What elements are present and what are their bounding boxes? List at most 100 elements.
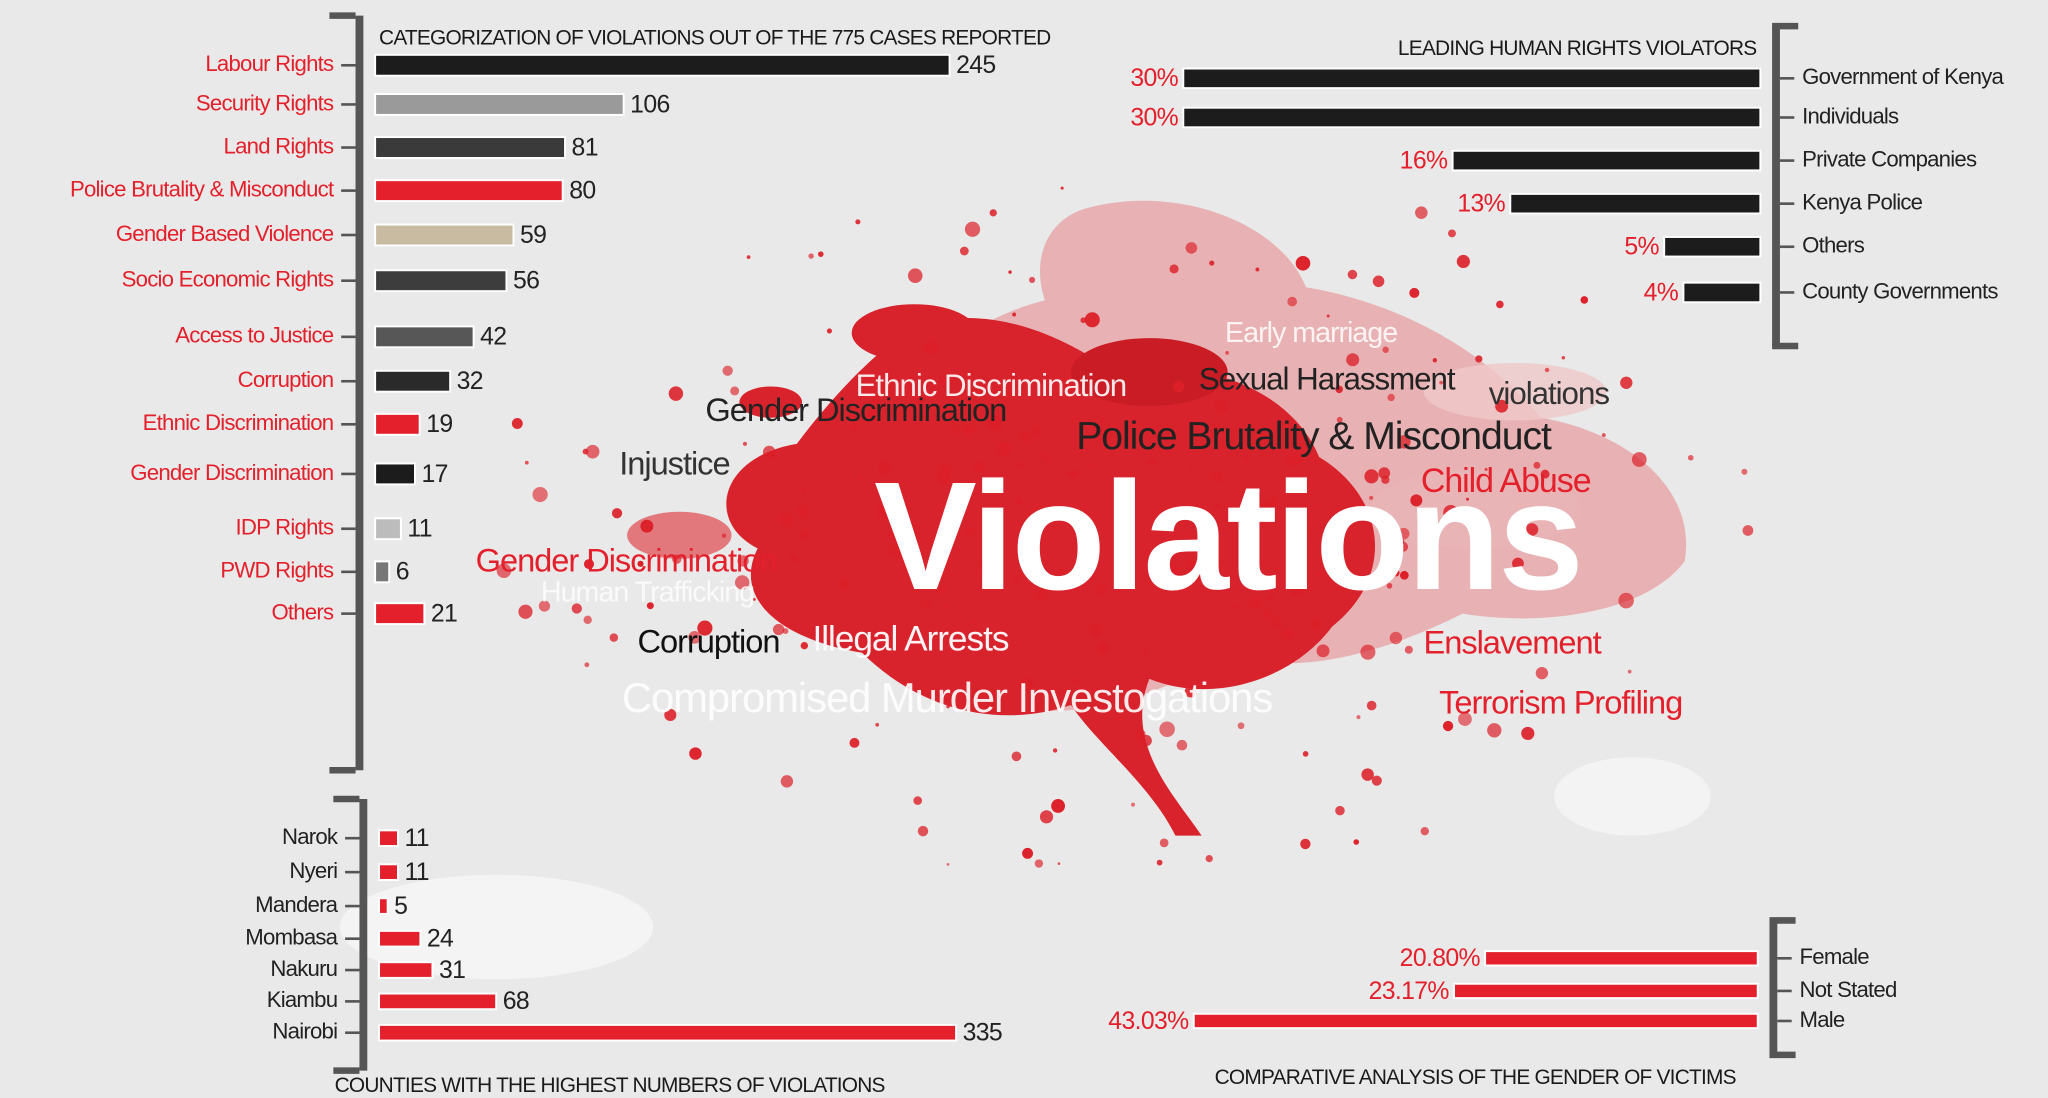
- cloud-word: Compromised Murder Investogations: [622, 674, 1272, 721]
- splatter-dot: [1012, 752, 1022, 762]
- splatter-dot: [1545, 368, 1549, 372]
- splatter-dot: [790, 555, 798, 563]
- cloud-word: Gender Discrimination: [476, 541, 777, 578]
- splatter-dot: [1255, 268, 1259, 272]
- splatter-dot: [1097, 642, 1109, 654]
- category-label: Mombasa: [245, 925, 338, 950]
- splatter-dot: [801, 530, 810, 539]
- bar: [375, 180, 563, 201]
- splatter-dot: [1457, 255, 1470, 268]
- splatter-dot: [1296, 256, 1311, 271]
- bar: [375, 561, 389, 582]
- bar: [375, 137, 565, 158]
- splatter-dot: [1225, 351, 1229, 355]
- splatter-dot: [525, 461, 529, 465]
- splatter-dot: [1632, 452, 1647, 467]
- category-label: Government of Kenya: [1802, 64, 2004, 89]
- bar: [375, 225, 513, 246]
- splatter-dot: [1743, 525, 1754, 536]
- splatter-dot: [723, 366, 733, 376]
- splatter-dot: [532, 487, 547, 502]
- splatter-dot: [1421, 827, 1429, 835]
- category-label: Not Stated: [1800, 977, 1897, 1002]
- bar: [375, 270, 506, 291]
- category-label: Gender Discrimination: [130, 460, 333, 485]
- value-label: 106: [630, 91, 669, 118]
- splatter-dot: [1063, 633, 1066, 636]
- bar: [379, 1025, 956, 1041]
- bar: [379, 931, 420, 947]
- value-label: 59: [520, 222, 546, 249]
- splatter-dot: [1361, 768, 1373, 780]
- category-label: Gender Based Violence: [116, 221, 334, 246]
- bar: [375, 463, 415, 484]
- bar: [379, 864, 398, 880]
- value-label: 245: [956, 52, 995, 79]
- splatter-dot: [1367, 701, 1377, 711]
- splatter-dot: [1536, 667, 1548, 679]
- splatter-dot: [1448, 229, 1456, 237]
- splatter-dot: [1131, 803, 1135, 807]
- bar: [1183, 108, 1760, 128]
- splatter-dot: [818, 251, 824, 257]
- bar: [375, 414, 420, 435]
- splatter-dot: [610, 633, 618, 641]
- bar: [1194, 1014, 1758, 1028]
- splatter-dot: [990, 209, 997, 216]
- splatter-dot: [1741, 469, 1747, 475]
- splatter-dot: [1160, 839, 1169, 848]
- splatter-dot: [512, 418, 523, 429]
- splatter-dot: [1496, 301, 1504, 309]
- splatter-dot: [774, 593, 778, 597]
- splatter-dot: [1415, 206, 1428, 219]
- bar: [375, 326, 473, 347]
- splatter-dot: [1142, 647, 1149, 654]
- chart-title: LEADING HUMAN RIGHTS VIOLATORS: [1398, 37, 1756, 60]
- splatter-dot: [1487, 723, 1501, 737]
- headline: Violations: [874, 450, 1581, 622]
- bar: [379, 994, 496, 1010]
- splatter-dot: [801, 488, 805, 492]
- category-label: Land Rights: [224, 133, 334, 158]
- value-label: 24: [427, 926, 454, 953]
- splatter-dot: [965, 222, 980, 237]
- splatter-dot: [518, 605, 532, 619]
- category-label: Kenya Police: [1802, 190, 1923, 215]
- splatter-dot: [1353, 839, 1359, 845]
- value-label: 42: [480, 324, 506, 351]
- splatter-dot: [669, 386, 683, 400]
- value-label: 80: [569, 177, 595, 204]
- splatter-dot: [1628, 670, 1632, 674]
- splatter-dot: [1089, 624, 1103, 638]
- splatter-dot: [1140, 735, 1151, 746]
- splatter-dot: [918, 826, 928, 836]
- splatter-dot: [1443, 721, 1453, 731]
- cloud-word: Early marriage: [1225, 317, 1397, 349]
- splatter-dot: [1053, 748, 1057, 752]
- splatter-dot: [808, 253, 813, 258]
- value-label: 30%: [1130, 104, 1178, 131]
- splatter-dot: [1335, 806, 1345, 816]
- splatter-dot: [947, 863, 950, 866]
- bar: [379, 830, 398, 846]
- splatter-dot: [827, 328, 832, 333]
- splatter-dot: [913, 796, 922, 805]
- bar: [375, 518, 401, 539]
- category-label: Labour Rights: [205, 51, 334, 76]
- splatter-dot: [1373, 276, 1385, 288]
- cloud-word: Gender Discrimination: [705, 391, 1006, 428]
- category-label: Access to Justice: [175, 323, 334, 348]
- value-label: 5%: [1624, 234, 1659, 261]
- category-label: Individuals: [1802, 103, 1899, 128]
- value-label: 17: [422, 461, 448, 488]
- bar: [1454, 984, 1758, 998]
- splatter-dot: [722, 534, 726, 538]
- value-label: 68: [503, 988, 529, 1015]
- value-label: 21: [431, 600, 457, 627]
- splatter-dot: [1051, 799, 1065, 813]
- splatter-dot: [1409, 288, 1419, 298]
- bar: [1453, 151, 1761, 171]
- splatter-dot: [1058, 862, 1061, 865]
- splatter-dot: [1282, 628, 1293, 639]
- splatter-dot: [584, 662, 589, 667]
